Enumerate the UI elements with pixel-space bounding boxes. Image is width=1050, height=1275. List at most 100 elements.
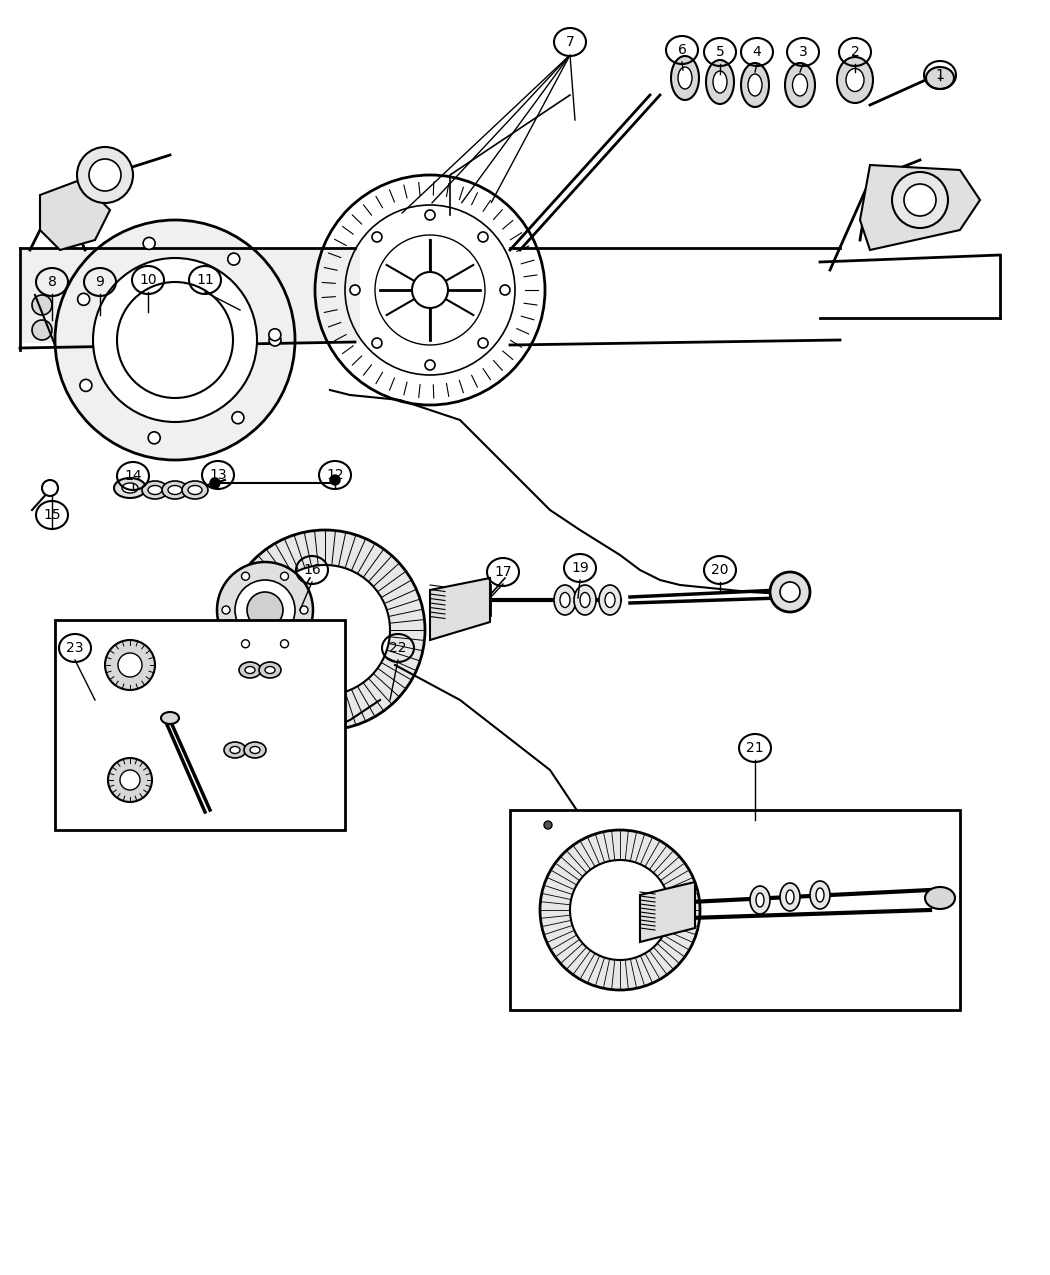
Circle shape — [232, 412, 244, 423]
Text: 20: 20 — [711, 564, 729, 578]
Circle shape — [120, 770, 140, 790]
Circle shape — [260, 565, 390, 695]
Circle shape — [372, 338, 382, 348]
Circle shape — [540, 830, 700, 989]
Ellipse shape — [560, 593, 570, 607]
Ellipse shape — [785, 62, 815, 107]
Ellipse shape — [926, 68, 954, 89]
Ellipse shape — [182, 481, 208, 499]
Circle shape — [425, 360, 435, 370]
Ellipse shape — [846, 69, 864, 92]
Ellipse shape — [161, 711, 179, 724]
Text: 17: 17 — [495, 565, 511, 579]
Circle shape — [570, 861, 670, 960]
Circle shape — [80, 380, 92, 391]
Circle shape — [78, 293, 89, 305]
Text: 4: 4 — [753, 45, 761, 59]
Ellipse shape — [245, 667, 255, 673]
Circle shape — [242, 572, 250, 580]
Circle shape — [269, 329, 280, 340]
Circle shape — [228, 254, 239, 265]
Circle shape — [210, 478, 220, 488]
Ellipse shape — [224, 742, 246, 759]
Circle shape — [280, 572, 289, 580]
Ellipse shape — [816, 887, 824, 901]
Circle shape — [148, 432, 161, 444]
Ellipse shape — [748, 74, 762, 96]
Circle shape — [500, 286, 510, 295]
Circle shape — [105, 640, 155, 690]
Ellipse shape — [780, 884, 800, 912]
Ellipse shape — [756, 892, 764, 907]
Polygon shape — [430, 578, 490, 640]
Circle shape — [350, 286, 360, 295]
Circle shape — [770, 572, 810, 612]
Text: 15: 15 — [43, 507, 61, 521]
Ellipse shape — [259, 662, 281, 678]
Ellipse shape — [148, 486, 162, 495]
Ellipse shape — [244, 742, 266, 759]
Circle shape — [478, 232, 488, 242]
Text: 5: 5 — [716, 45, 724, 59]
Text: 8: 8 — [47, 275, 57, 289]
Text: 14: 14 — [124, 469, 142, 483]
Circle shape — [330, 476, 340, 484]
Ellipse shape — [188, 486, 202, 495]
Text: 3: 3 — [799, 45, 807, 59]
Ellipse shape — [741, 62, 769, 107]
Bar — [20, 249, 360, 343]
Ellipse shape — [706, 60, 734, 105]
Circle shape — [42, 479, 58, 496]
Ellipse shape — [239, 662, 261, 678]
Ellipse shape — [580, 593, 590, 607]
Circle shape — [269, 334, 281, 346]
Circle shape — [544, 821, 552, 829]
Ellipse shape — [786, 890, 794, 904]
Ellipse shape — [230, 746, 240, 754]
Circle shape — [108, 759, 152, 802]
Circle shape — [32, 320, 52, 340]
Ellipse shape — [114, 478, 146, 499]
Bar — [55, 620, 345, 830]
Text: 16: 16 — [303, 564, 321, 578]
Circle shape — [222, 606, 230, 615]
Circle shape — [225, 530, 425, 731]
Circle shape — [217, 562, 313, 658]
Text: 1: 1 — [936, 68, 944, 82]
Text: 12: 12 — [327, 468, 343, 482]
Circle shape — [118, 653, 142, 677]
Ellipse shape — [122, 483, 138, 493]
Ellipse shape — [168, 486, 182, 495]
Circle shape — [77, 147, 133, 203]
Ellipse shape — [678, 68, 692, 89]
Circle shape — [93, 258, 257, 422]
Circle shape — [904, 184, 936, 215]
Ellipse shape — [250, 746, 260, 754]
Ellipse shape — [574, 585, 596, 615]
Circle shape — [412, 272, 448, 309]
Ellipse shape — [793, 74, 807, 96]
Text: 7: 7 — [566, 34, 574, 48]
Circle shape — [892, 172, 948, 228]
Text: 19: 19 — [571, 561, 589, 575]
Ellipse shape — [598, 585, 621, 615]
Text: 21: 21 — [747, 741, 763, 755]
Circle shape — [55, 221, 295, 460]
Ellipse shape — [713, 71, 727, 93]
Ellipse shape — [142, 481, 168, 499]
Circle shape — [300, 606, 308, 615]
Circle shape — [247, 592, 284, 629]
Circle shape — [235, 580, 295, 640]
Ellipse shape — [554, 585, 576, 615]
Circle shape — [32, 295, 52, 315]
Ellipse shape — [671, 56, 699, 99]
Circle shape — [89, 159, 121, 191]
Text: 22: 22 — [390, 641, 406, 655]
Circle shape — [117, 282, 233, 398]
Ellipse shape — [837, 57, 873, 103]
Circle shape — [425, 210, 435, 221]
Polygon shape — [40, 180, 110, 250]
Text: 11: 11 — [196, 273, 214, 287]
Polygon shape — [860, 164, 980, 250]
Polygon shape — [640, 882, 695, 942]
